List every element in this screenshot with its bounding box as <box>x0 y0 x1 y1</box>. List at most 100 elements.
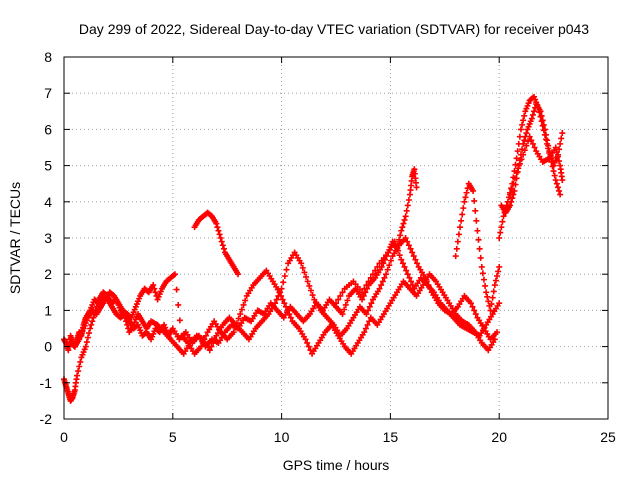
data-point <box>473 217 480 224</box>
data-point <box>496 300 503 307</box>
data-point <box>499 218 506 225</box>
data-point <box>272 300 279 307</box>
data-point <box>299 264 306 271</box>
data-point <box>337 292 344 299</box>
data-point <box>89 318 96 325</box>
data-point <box>364 321 371 328</box>
data-point <box>384 266 391 273</box>
data-point <box>467 300 474 307</box>
data-point <box>403 207 410 214</box>
data-point <box>286 311 293 318</box>
data-point <box>546 148 553 155</box>
data-point <box>404 238 411 245</box>
data-point <box>359 296 366 303</box>
data-point <box>482 282 489 289</box>
data-point <box>381 274 388 281</box>
data-point <box>303 273 310 280</box>
data-point <box>538 118 545 125</box>
data-point <box>198 343 205 350</box>
data-point <box>544 137 551 144</box>
data-point <box>485 298 492 305</box>
data-point <box>235 271 242 278</box>
data-point <box>487 307 494 314</box>
data-point <box>387 257 394 264</box>
data-point <box>333 300 339 307</box>
data-point <box>88 321 95 328</box>
data-point <box>463 189 470 196</box>
data-point <box>86 330 93 337</box>
data-point <box>208 343 215 350</box>
data-point <box>471 197 478 204</box>
data-point <box>523 130 530 137</box>
data-point <box>515 165 522 172</box>
data-point <box>427 285 434 292</box>
data-point <box>402 213 409 220</box>
x-axis-label: GPS time / hours <box>283 457 390 473</box>
data-point <box>519 121 526 128</box>
data-point <box>542 131 549 138</box>
grid <box>64 57 608 419</box>
data-point <box>396 236 403 243</box>
y-tick-label: 1 <box>44 302 52 318</box>
data-point <box>408 278 415 285</box>
data-point <box>409 282 416 289</box>
data-point <box>339 289 346 296</box>
data-point <box>516 160 523 167</box>
data-point <box>559 177 566 184</box>
data-point <box>215 227 222 234</box>
data-point <box>279 296 286 303</box>
data-point <box>521 137 528 144</box>
data-point <box>76 363 83 370</box>
data-point <box>233 320 240 327</box>
data-point <box>520 151 527 158</box>
data-point <box>242 297 249 304</box>
data-point <box>478 263 485 270</box>
data-point <box>407 245 414 252</box>
data-point <box>170 272 177 279</box>
data-point <box>559 130 566 137</box>
data-point <box>497 229 504 236</box>
data-point <box>514 148 521 155</box>
y-tick-label: 6 <box>44 121 52 137</box>
data-point <box>374 263 381 270</box>
data-point <box>278 292 285 299</box>
series-trace-d <box>333 166 420 307</box>
y-tick-label: 5 <box>44 158 52 174</box>
data-point <box>83 339 90 346</box>
data-point <box>173 286 180 293</box>
data-point <box>361 285 368 292</box>
data-point <box>235 315 242 322</box>
data-point <box>520 140 527 147</box>
data-point <box>489 294 496 301</box>
data-point <box>82 343 89 350</box>
axis-ticks: 0 5 10 15 20 25 -2 -1 0 1 2 3 4 5 6 7 8 <box>40 49 616 445</box>
data-point <box>305 343 312 350</box>
series-trace-f <box>452 180 503 314</box>
data-point <box>495 268 502 275</box>
x-tick-label: 15 <box>383 429 399 445</box>
data-point <box>410 253 417 260</box>
data-point <box>398 256 405 263</box>
data-point <box>471 307 478 314</box>
data-point <box>150 282 157 289</box>
data-point <box>74 372 81 379</box>
data-point <box>405 196 412 203</box>
data-point <box>508 186 515 193</box>
data-point <box>302 336 309 343</box>
data-point <box>404 202 411 209</box>
data-point <box>472 207 479 214</box>
data-point <box>460 205 467 212</box>
data-point <box>238 306 245 313</box>
y-tick-label: 3 <box>44 230 52 246</box>
data-point <box>412 256 419 263</box>
data-point <box>379 278 386 285</box>
data-point <box>459 211 466 218</box>
data-point <box>526 133 533 140</box>
data-point <box>397 232 404 239</box>
data-point <box>508 198 515 205</box>
data-point <box>521 112 528 119</box>
data-point <box>304 339 311 346</box>
data-point <box>552 144 559 151</box>
data-point <box>425 282 432 289</box>
data-point <box>339 311 346 318</box>
